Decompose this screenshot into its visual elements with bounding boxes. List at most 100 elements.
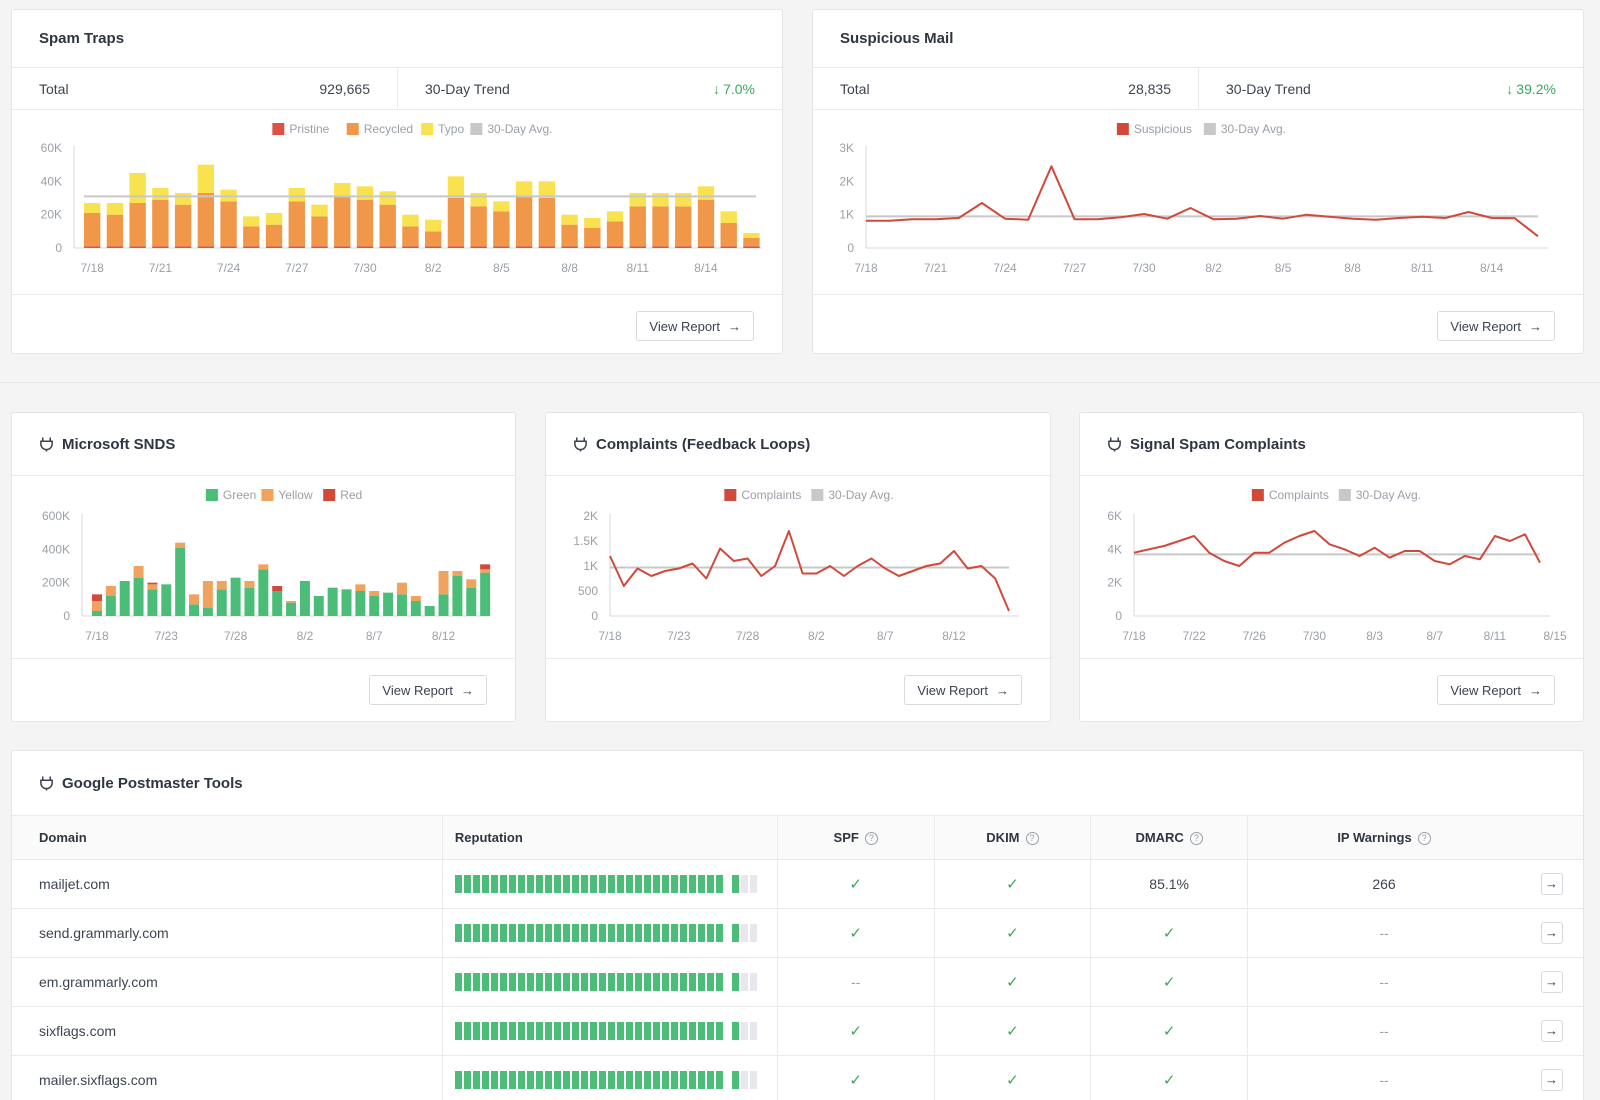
reputation-segment bbox=[463, 1022, 471, 1040]
bar-segment bbox=[129, 246, 146, 248]
legend-label: Complaints bbox=[1269, 488, 1329, 502]
bar-segment bbox=[743, 238, 760, 247]
reputation-segment bbox=[472, 875, 480, 893]
card-title-text: Google Postmaster Tools bbox=[62, 774, 243, 792]
bar-segment bbox=[216, 589, 227, 616]
card-title-text: Complaints (Feedback Loops) bbox=[596, 435, 811, 453]
reputation-segment bbox=[643, 973, 651, 991]
legend-label: 30-Day Avg. bbox=[828, 488, 893, 502]
col-ip-warnings[interactable]: IP Warnings? bbox=[1247, 815, 1521, 860]
dmarc-cell: ✓ bbox=[1090, 1006, 1248, 1056]
x-tick-label: 7/27 bbox=[285, 261, 309, 275]
arrow-right-icon[interactable]: → bbox=[1540, 873, 1563, 895]
reputation-segment bbox=[625, 875, 633, 893]
bar-segment bbox=[493, 246, 510, 248]
col-spf[interactable]: SPF? bbox=[776, 815, 935, 860]
reputation-segment bbox=[598, 924, 606, 942]
reputation-segment bbox=[553, 924, 561, 942]
reputation-segment bbox=[697, 875, 705, 893]
reputation-segment bbox=[454, 875, 462, 893]
dmarc-cell: ✓ bbox=[1090, 957, 1248, 1007]
reputation-segment bbox=[616, 875, 624, 893]
bar-segment bbox=[466, 579, 477, 588]
reputation-segment bbox=[715, 924, 723, 942]
reputation-segment bbox=[670, 875, 678, 893]
x-tick-label: 7/21 bbox=[149, 261, 173, 275]
help-icon[interactable]: ? bbox=[1417, 832, 1431, 845]
reputation-segment bbox=[598, 1022, 606, 1040]
view-report-button[interactable]: View Report → bbox=[1437, 311, 1555, 341]
reputation-segment bbox=[643, 875, 651, 893]
x-tick-label: 8/8 bbox=[561, 261, 578, 275]
card-footer: View Report → bbox=[12, 659, 515, 721]
legend-label: Red bbox=[340, 488, 362, 502]
reputation-segment bbox=[688, 1022, 696, 1040]
bar-segment bbox=[129, 173, 146, 203]
suspicious-svg: Suspicious 30-Day Avg. 3K 2K 1K 07/18 7/21 7/24… bbox=[839, 122, 1548, 275]
reputation-segment bbox=[535, 924, 543, 942]
help-icon[interactable]: ? bbox=[1189, 832, 1203, 845]
row-action-cell: → bbox=[1520, 859, 1583, 909]
table-row[interactable]: mailjet.com ✓ ✓ 85.1% 266 → bbox=[12, 859, 1583, 909]
section-divider bbox=[0, 382, 1600, 383]
reputation-segment bbox=[508, 1022, 516, 1040]
reputation-segment bbox=[526, 924, 534, 942]
legend-swatch bbox=[724, 489, 737, 501]
card-title: Microsoft SNDS bbox=[12, 413, 515, 476]
x-tick-label: 8/7 bbox=[877, 629, 894, 643]
col-reputation[interactable]: Reputation bbox=[441, 815, 778, 860]
reputation-segment bbox=[731, 973, 739, 991]
reputation-segment bbox=[499, 1071, 507, 1089]
arrow-right-icon[interactable]: → bbox=[1540, 922, 1563, 944]
ip-warnings-cell-value: -- bbox=[1379, 1023, 1389, 1039]
check-icon: ✓ bbox=[849, 925, 862, 942]
reputation-segment bbox=[731, 875, 739, 893]
view-report-button[interactable]: View Report → bbox=[369, 675, 487, 705]
reputation-segment bbox=[670, 973, 678, 991]
reputation-segment bbox=[454, 924, 462, 942]
reputation-segment bbox=[481, 973, 489, 991]
bar-segment bbox=[244, 587, 255, 616]
y-tick-label: 40K bbox=[41, 174, 62, 188]
arrow-right-icon[interactable]: → bbox=[1540, 1020, 1563, 1042]
reputation-segment bbox=[607, 1022, 615, 1040]
table-row[interactable]: mailer.sixflags.com ✓ ✓ ✓ -- → bbox=[12, 1055, 1583, 1100]
bar-segment bbox=[438, 594, 449, 616]
bar-segment bbox=[425, 219, 442, 232]
bar-segment bbox=[197, 246, 215, 248]
bar-segment bbox=[480, 572, 491, 616]
reputation-segment bbox=[526, 875, 534, 893]
bar-segment bbox=[356, 246, 374, 248]
domain-cell: sixflags.com bbox=[12, 1006, 443, 1056]
col-dmarc[interactable]: DMARC? bbox=[1090, 815, 1248, 860]
y-tick-label: 20K bbox=[41, 208, 62, 222]
bar-segment bbox=[334, 183, 351, 197]
bar-segment bbox=[230, 577, 241, 616]
view-report-button[interactable]: View Report → bbox=[904, 675, 1022, 705]
reputation-segment bbox=[679, 1071, 687, 1089]
table-row[interactable]: send.grammarly.com ✓ ✓ ✓ -- → bbox=[12, 908, 1583, 958]
table-row[interactable]: em.grammarly.com -- ✓ ✓ -- → bbox=[12, 957, 1583, 1007]
bar-segment bbox=[152, 199, 169, 247]
reputation-segment bbox=[661, 1071, 669, 1089]
y-tick-label: 600K bbox=[42, 509, 70, 523]
col-dkim[interactable]: DKIM? bbox=[933, 815, 1091, 860]
bar-segment bbox=[220, 201, 237, 247]
view-report-button[interactable]: View Report → bbox=[636, 311, 754, 341]
postmaster-table: Domain Reputation SPF? DKIM? DMARC? IP W… bbox=[12, 815, 1583, 1100]
y-tick-label: 1K bbox=[583, 559, 598, 573]
ip-warnings-cell-value: -- bbox=[1379, 925, 1389, 941]
snds-svg: Green Yellow Red 600K 400K 200K 0 7/18 7/23 7/28 8… bbox=[42, 488, 491, 643]
reputation-segment bbox=[697, 973, 705, 991]
view-report-button[interactable]: View Report → bbox=[1437, 675, 1555, 705]
arrow-right-icon[interactable]: → bbox=[1540, 1069, 1563, 1091]
x-tick-label: 7/18 bbox=[1122, 629, 1146, 643]
arrow-right-icon[interactable]: → bbox=[1540, 971, 1563, 993]
help-icon[interactable]: ? bbox=[864, 832, 878, 845]
bar-segment bbox=[355, 584, 366, 591]
bar-segment bbox=[743, 246, 760, 248]
col-domain[interactable]: Domain bbox=[12, 815, 443, 860]
help-icon[interactable]: ? bbox=[1025, 832, 1039, 845]
table-row[interactable]: sixflags.com ✓ ✓ ✓ -- → bbox=[12, 1006, 1583, 1056]
reputation-segment bbox=[643, 924, 651, 942]
